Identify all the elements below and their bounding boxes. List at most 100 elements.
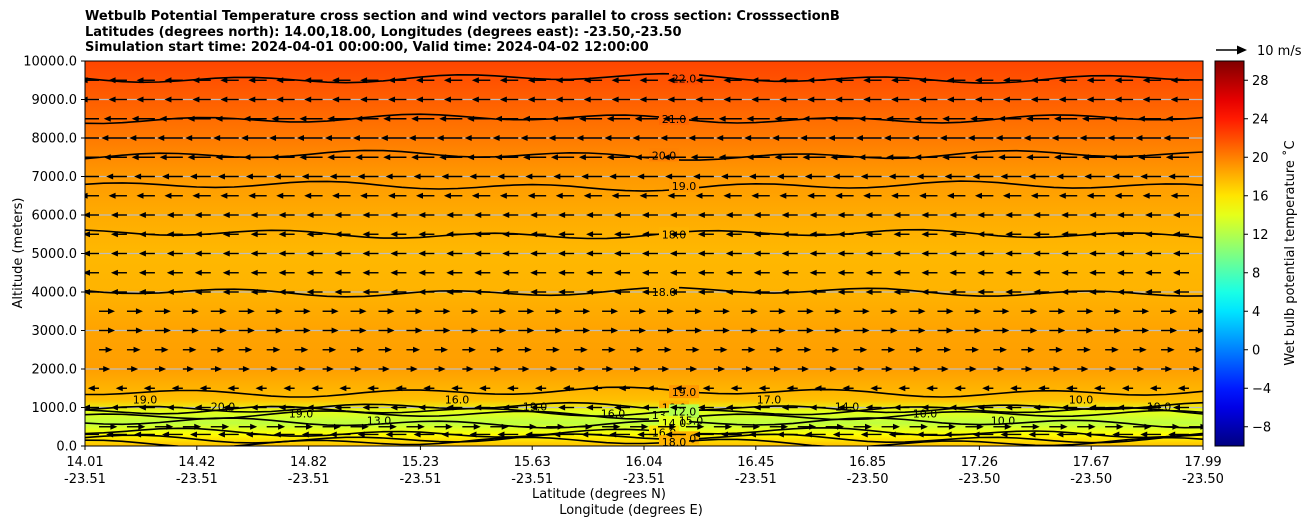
wind-vector-head xyxy=(1089,289,1097,295)
contour-line xyxy=(85,426,1203,439)
wind-vector-head xyxy=(949,250,957,257)
wind-vector-head xyxy=(194,423,202,430)
wind-vector-head xyxy=(1051,135,1059,141)
wind-vector-head xyxy=(329,346,337,353)
wind-vector-head xyxy=(530,231,538,238)
wind-vector-head xyxy=(946,308,954,315)
wind-vector-head xyxy=(390,269,398,276)
wind-vector-head xyxy=(580,346,588,353)
wind-vector-head xyxy=(702,385,710,392)
wind-vector-head xyxy=(558,289,566,295)
wind-vector-head xyxy=(1060,423,1068,430)
x-tick-label-lon: -23.51 xyxy=(176,472,218,487)
wind-vector-head xyxy=(502,289,510,295)
wind-vector-head xyxy=(753,404,761,411)
wind-vector-head xyxy=(916,173,924,180)
wind-vector-head xyxy=(222,269,230,276)
wind-vector-head xyxy=(110,231,118,238)
wind-vector-head xyxy=(413,173,421,180)
wind-vector-head xyxy=(893,212,901,218)
wind-vector-head xyxy=(1056,431,1064,438)
wind-vector-head xyxy=(306,212,314,218)
wind-vector-head xyxy=(751,77,759,84)
wind-vector-head xyxy=(669,231,677,238)
x-axis-label-lon: Longitude (degrees E) xyxy=(559,503,703,518)
wind-vector-head xyxy=(527,308,535,315)
wind-vector-head xyxy=(666,308,674,315)
wind-vector-head xyxy=(1173,289,1180,295)
colorbar-frame xyxy=(1214,60,1245,447)
wind-vector-head xyxy=(1058,192,1066,199)
wind-vector-head xyxy=(1054,115,1062,122)
wind-vector-head xyxy=(921,269,929,276)
contour-line xyxy=(85,228,1203,240)
x-tick-label-lat: 14.42 xyxy=(178,455,215,470)
wind-vector-head xyxy=(949,269,957,276)
wind-vector-head xyxy=(1028,431,1036,438)
wind-vector-head xyxy=(85,231,90,238)
wind-vector-head xyxy=(581,173,589,180)
wind-vector-head xyxy=(888,346,896,353)
wind-vector-head xyxy=(299,154,307,161)
wind-vector-head xyxy=(185,135,193,141)
wind-vector-head xyxy=(1114,327,1122,334)
wind-vector-head xyxy=(555,77,563,84)
wind-vector-head xyxy=(1005,289,1013,295)
wind-vector-head xyxy=(886,154,894,161)
wind-vector-head xyxy=(502,250,510,257)
wind-vector-head xyxy=(390,212,398,218)
contour-line xyxy=(85,72,1203,84)
wind-vector-head xyxy=(1079,135,1087,141)
wind-vector-head xyxy=(271,115,279,122)
wind-vector-head xyxy=(166,250,174,257)
wind-vector-head xyxy=(773,366,781,372)
wind-vector-head xyxy=(469,173,477,180)
wind-vector-head xyxy=(1117,231,1125,238)
wind-vector-head xyxy=(837,212,845,218)
wind-vector-head xyxy=(774,115,782,122)
y-tick-label: 10000.0 xyxy=(23,55,77,70)
wind-vector-head xyxy=(1061,404,1069,411)
wind-vector-head xyxy=(306,289,314,295)
wind-vector-head xyxy=(217,346,225,353)
wind-vector-head xyxy=(1081,366,1089,372)
wind-vector-head xyxy=(304,77,312,84)
wind-vector-head xyxy=(108,77,116,84)
wind-vector-head xyxy=(1109,115,1117,122)
wind-vector-head xyxy=(553,173,561,180)
wind-vector-head xyxy=(723,77,731,84)
wind-vector-head xyxy=(1170,192,1178,199)
wind-vector-head xyxy=(858,115,866,122)
wind-vector-head xyxy=(746,115,754,122)
contour-extra-label: 15.0 xyxy=(679,414,704,427)
wind-vector-head xyxy=(555,308,563,315)
wind-vector-head xyxy=(271,154,279,161)
wind-vector-head xyxy=(1026,154,1034,161)
wind-vector-head xyxy=(832,346,840,353)
wind-vector-head xyxy=(1117,269,1125,276)
wind-vector-head xyxy=(474,231,482,238)
wind-vector-head xyxy=(883,135,891,141)
wind-vector-head xyxy=(327,115,335,122)
wind-vector-head xyxy=(385,431,393,438)
wind-vector-head xyxy=(502,231,510,238)
wind-vector-head xyxy=(361,423,369,430)
wind-vector-head xyxy=(865,289,873,295)
wind-vector-head xyxy=(194,250,202,257)
wind-vector-head xyxy=(530,250,538,257)
wind-vector-head xyxy=(586,289,594,295)
wind-vector-head xyxy=(525,431,533,438)
wind-vector-head xyxy=(1173,404,1180,411)
wind-vector-head xyxy=(1026,115,1034,122)
wind-vector-head xyxy=(138,250,146,257)
wind-vector-head xyxy=(110,423,118,430)
wind-vector-head xyxy=(1061,289,1069,295)
wind-vector-head xyxy=(695,77,703,84)
contour-line xyxy=(85,286,1203,298)
wind-vector-head xyxy=(1089,250,1097,257)
wind-vector-head xyxy=(408,135,416,141)
wind-vector-head xyxy=(1033,231,1041,238)
wind-vector-head xyxy=(562,385,570,392)
wind-vector-head xyxy=(530,289,538,295)
wind-vector-head xyxy=(921,289,929,295)
